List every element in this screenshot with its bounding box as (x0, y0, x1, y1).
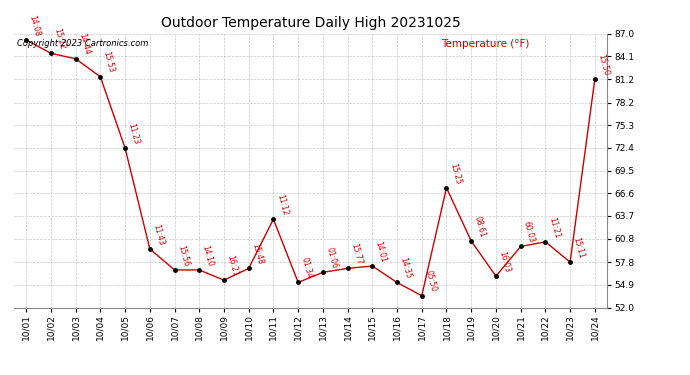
Text: 08:61: 08:61 (473, 215, 487, 238)
Text: 60:03: 60:03 (522, 220, 536, 244)
Text: 15:22: 15:22 (52, 27, 66, 51)
Text: 01:06: 01:06 (324, 246, 339, 270)
Text: 16:03: 16:03 (497, 250, 512, 273)
Text: 15:56: 15:56 (176, 244, 190, 267)
Text: 05:50: 05:50 (423, 269, 437, 293)
Text: 11:21: 11:21 (546, 216, 561, 239)
Text: 01:34: 01:34 (299, 256, 314, 280)
Text: Copyright 2023 Cartronics.com: Copyright 2023 Cartronics.com (17, 39, 148, 48)
Text: 15:25: 15:25 (448, 162, 462, 185)
Text: 14:35: 14:35 (398, 256, 413, 280)
Text: 11:23: 11:23 (126, 122, 141, 145)
Text: 14:08: 14:08 (28, 14, 42, 37)
Text: 11:43: 11:43 (151, 223, 166, 246)
Text: 15:53: 15:53 (101, 51, 116, 74)
Title: Outdoor Temperature Daily High 20231025: Outdoor Temperature Daily High 20231025 (161, 16, 460, 30)
Text: Temperature (°F): Temperature (°F) (441, 39, 529, 49)
Text: 15:77: 15:77 (349, 242, 364, 266)
Text: 14:10: 14:10 (201, 244, 215, 267)
Text: 15:11: 15:11 (571, 236, 586, 260)
Text: 15:48: 15:48 (250, 242, 264, 266)
Text: 16:21: 16:21 (226, 254, 239, 278)
Text: 14:01: 14:01 (374, 240, 388, 263)
Text: 15:50: 15:50 (596, 53, 611, 76)
Text: 11:12: 11:12 (275, 193, 289, 216)
Text: 14:44: 14:44 (77, 33, 91, 56)
